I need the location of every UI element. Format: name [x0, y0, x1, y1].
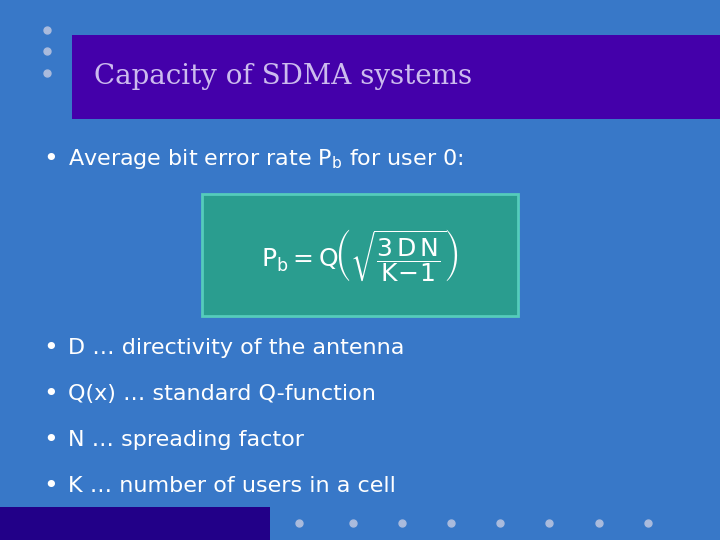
- FancyBboxPatch shape: [0, 35, 72, 119]
- FancyBboxPatch shape: [0, 507, 270, 540]
- Text: Average bit error rate $\mathregular{P_b}$ for user 0:: Average bit error rate $\mathregular{P_b…: [68, 147, 464, 171]
- Text: •: •: [43, 474, 58, 498]
- FancyBboxPatch shape: [202, 194, 518, 316]
- Text: •: •: [43, 336, 58, 360]
- Text: •: •: [43, 428, 58, 452]
- FancyBboxPatch shape: [72, 35, 720, 119]
- Text: N … spreading factor: N … spreading factor: [68, 430, 305, 450]
- Text: •: •: [43, 147, 58, 171]
- Text: •: •: [43, 382, 58, 406]
- Text: $\mathrm{P_b = Q\!\left(\sqrt{\dfrac{3\,D\,N}{K\!-\!1}}\right)}$: $\mathrm{P_b = Q\!\left(\sqrt{\dfrac{3\,…: [261, 227, 459, 284]
- Text: Q(x) … standard Q-function: Q(x) … standard Q-function: [68, 384, 377, 404]
- Text: K … number of users in a cell: K … number of users in a cell: [68, 476, 396, 496]
- Text: Capacity of SDMA systems: Capacity of SDMA systems: [94, 63, 472, 90]
- Text: D … directivity of the antenna: D … directivity of the antenna: [68, 338, 405, 359]
